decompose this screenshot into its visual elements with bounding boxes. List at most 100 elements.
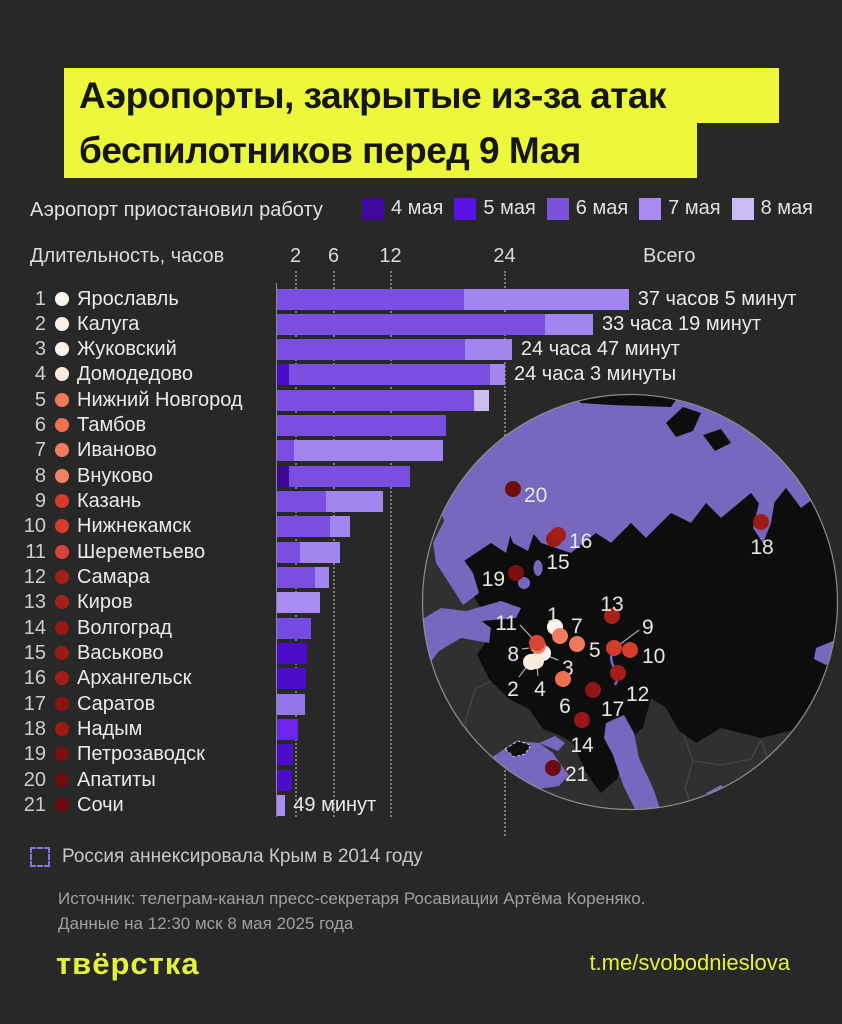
rank-number: 11 <box>25 540 46 563</box>
duration-bar <box>277 389 489 411</box>
airport-name: Шереметьево <box>77 540 206 563</box>
bar-segment-6-мая <box>277 415 447 437</box>
map-label-9: 9 <box>642 616 654 639</box>
map-dot-18 <box>753 514 769 530</box>
crimea-footnote: Россия аннексировала Крым в 2014 году <box>30 846 423 868</box>
source-line-1: Источник: телеграм-канал пресс-секретаря… <box>58 889 646 908</box>
map-dot-20 <box>505 481 521 497</box>
total-duration-label: 49 минут <box>293 793 377 816</box>
airport-name: Надым <box>77 717 143 740</box>
airport-row-19: 19 Петрозаводск <box>0 742 842 767</box>
map-circle-outline <box>421 393 839 811</box>
legend-day-label: 5 мая <box>483 197 536 219</box>
axis-label: Длительность, часов <box>30 245 225 267</box>
airport-name: Калуга <box>77 312 140 335</box>
duration-bar <box>277 440 444 462</box>
duration-bar <box>277 339 513 361</box>
rank-number: 9 <box>34 490 46 513</box>
bar-segment-6-мая <box>277 617 312 639</box>
rank-dot <box>55 418 69 433</box>
rank-dot <box>55 645 69 660</box>
duration-bar <box>277 718 298 740</box>
rank-dot <box>55 797 69 812</box>
airport-name: Казань <box>77 490 142 513</box>
bar-segment-6-мая <box>277 389 474 411</box>
map-russia <box>461 488 838 793</box>
map-dot-4 <box>528 653 544 669</box>
airport-row-2: 2 Калуга 33 часа 19 минут <box>0 312 842 337</box>
bar-segment-5-мая <box>277 744 294 766</box>
bar-segment-5-мая <box>277 718 298 740</box>
legend-swatch <box>639 197 662 220</box>
map-dot-14 <box>574 712 590 728</box>
duration-bar <box>277 769 293 791</box>
map-label-18: 18 <box>750 536 773 559</box>
airport-name: Саратов <box>77 692 156 715</box>
rank-dot <box>55 544 69 559</box>
rank-number: 7 <box>34 439 46 462</box>
map-baltic-sea <box>422 511 543 673</box>
duration-bar <box>277 313 594 335</box>
rank-dot <box>55 468 69 483</box>
bar-segment-6-мая <box>277 491 327 513</box>
legend-swatch <box>546 197 569 220</box>
bar-segment-7-мая <box>464 288 630 310</box>
airport-name: Апатиты <box>77 768 156 791</box>
bar-segment-5-мая <box>277 364 290 386</box>
airport-row-20: 20 Апатиты <box>0 768 842 793</box>
bar-segment-7-мая <box>299 541 340 563</box>
bar-segment-8-мая <box>473 389 489 411</box>
rank-number: 14 <box>23 616 46 639</box>
legend-swatch <box>731 197 754 220</box>
map-dot-6 <box>555 671 571 687</box>
airport-name: Жуковский <box>77 338 177 361</box>
legend-item-5-мая: 5 мая <box>454 197 536 220</box>
rank-number: 13 <box>23 591 46 614</box>
airport-row-18: 18 Надым <box>0 717 842 742</box>
duration-bar <box>277 567 330 589</box>
source-note: Источник: телеграм-канал пресс-секретаря… <box>58 886 645 936</box>
duration-bar <box>277 364 506 386</box>
airport-name: Петрозаводск <box>77 743 205 766</box>
duration-bar <box>277 642 308 664</box>
map-label-4: 4 <box>534 678 546 701</box>
map-dot-19 <box>508 565 524 581</box>
rank-number: 17 <box>23 692 46 715</box>
airport-name: Архангельск <box>77 667 192 690</box>
dashed-square-icon <box>30 847 50 867</box>
airport-name: Ярославль <box>77 287 179 310</box>
airport-name: Васьково <box>77 641 164 664</box>
rank-number: 15 <box>23 641 46 664</box>
duration-bar <box>277 744 294 766</box>
tick-24: 24 <box>493 245 516 267</box>
airport-row-11: 11 Шереметьево <box>0 540 842 565</box>
duration-bar <box>277 491 384 513</box>
duration-bar <box>277 617 312 639</box>
bar-segment-6-мая <box>277 440 295 462</box>
bar-segment-7-мая <box>315 567 330 589</box>
airport-row-7: 7 Иваново <box>0 438 842 463</box>
map-label-6: 6 <box>559 695 571 718</box>
airport-row-15: 15 Васьково <box>0 641 842 666</box>
airport-name: Тамбов <box>77 414 147 437</box>
map-label-12: 12 <box>626 683 649 706</box>
rank-dot <box>55 595 69 610</box>
map-leader-line-11 <box>519 624 534 640</box>
telegram-link[interactable]: t.me/svobodnieslova <box>589 950 790 975</box>
bar-segment-6-мая <box>277 339 466 361</box>
legend-items: 4 мая 5 мая 6 мая 7 мая 8 мая <box>362 197 824 220</box>
legend-day-label: 4 мая <box>391 197 444 219</box>
rank-number: 2 <box>34 312 46 335</box>
rank-number: 4 <box>34 363 46 386</box>
legend: Аэропорт приостановил работу 4 мая 5 мая 6… <box>30 197 813 223</box>
airport-row-12: 12 Самара <box>0 565 842 590</box>
bar-segment-6-мая <box>289 364 490 386</box>
legend-day-label: 6 мая <box>575 197 629 219</box>
airport-row-6: 6 Тамбов <box>0 413 842 438</box>
airport-row-4: 4 Домодедово 24 часа 3 минуты <box>0 362 842 387</box>
duration-bar <box>277 516 351 538</box>
rank-number: 21 <box>23 793 46 816</box>
duration-bar <box>277 415 447 437</box>
